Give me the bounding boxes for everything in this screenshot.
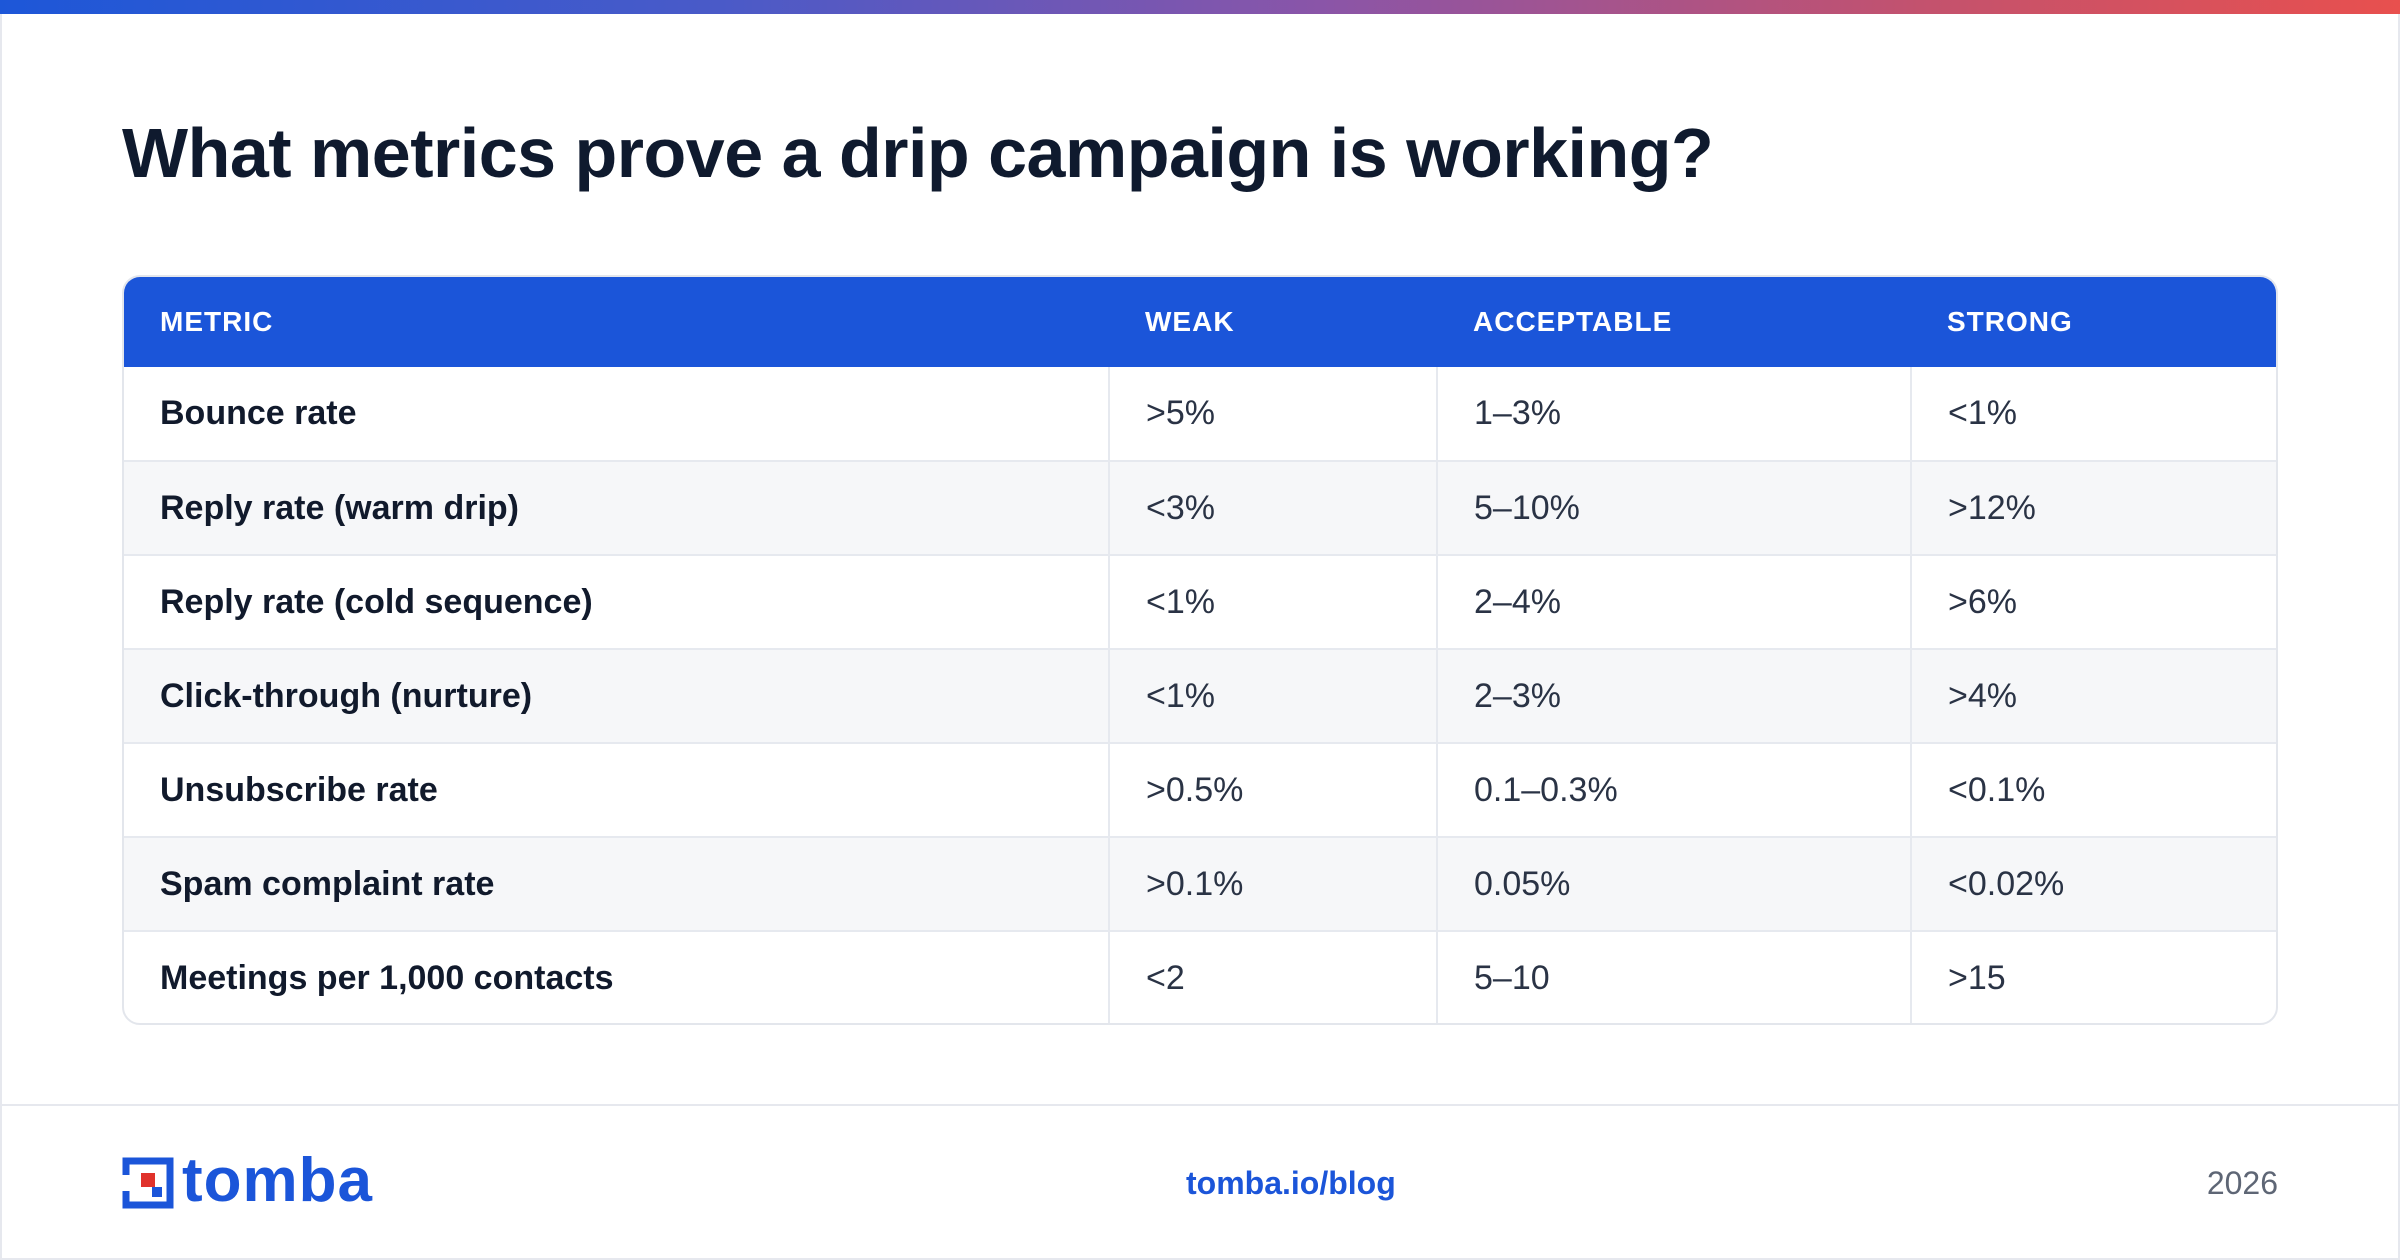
weak-cell: >0.1%	[1108, 837, 1437, 931]
acceptable-cell: 1–3%	[1436, 367, 1911, 461]
table-row: Unsubscribe rate >0.5% 0.1–0.3% <0.1%	[124, 743, 2276, 837]
tomba-logo[interactable]: tomba	[122, 1146, 373, 1215]
page-title: What metrics prove a drip campaign is wo…	[122, 114, 1714, 192]
acceptable-cell: 2–4%	[1436, 555, 1911, 649]
acceptable-cell: 2–3%	[1436, 649, 1911, 743]
metrics-table-card: METRIC WEAK ACCEPTABLE STRONG Bounce rat…	[122, 275, 2278, 1025]
metric-cell: Reply rate (cold sequence)	[160, 582, 593, 621]
table-row: Reply rate (cold sequence) <1% 2–4% >6%	[124, 555, 2276, 649]
metric-cell: Spam complaint rate	[160, 864, 495, 903]
acceptable-cell: 0.05%	[1436, 837, 1911, 931]
acceptable-cell: 5–10	[1436, 931, 1911, 1023]
strong-cell: >6%	[1910, 555, 2276, 649]
column-header-strong: STRONG	[1947, 306, 2073, 337]
top-gradient-bar	[0, 0, 2400, 14]
table-row: Bounce rate >5% 1–3% <1%	[124, 367, 2276, 461]
weak-cell: <1%	[1108, 649, 1437, 743]
weak-cell: <3%	[1108, 461, 1437, 555]
strong-cell: >15	[1910, 931, 2276, 1023]
weak-cell: >0.5%	[1108, 743, 1437, 837]
weak-cell: >5%	[1108, 367, 1437, 461]
metric-cell: Unsubscribe rate	[160, 770, 438, 809]
table-row: Spam complaint rate >0.1% 0.05% <0.02%	[124, 837, 2276, 931]
strong-cell: >4%	[1910, 649, 2276, 743]
metric-cell: Reply rate (warm drip)	[160, 488, 519, 527]
table-row: Meetings per 1,000 contacts <2 5–10 >15	[124, 931, 2276, 1023]
metric-cell: Meetings per 1,000 contacts	[160, 959, 614, 997]
column-header-acceptable: ACCEPTABLE	[1473, 306, 1673, 337]
column-header-weak: WEAK	[1145, 306, 1235, 337]
weak-cell: <2	[1108, 931, 1437, 1023]
column-header-metric: METRIC	[160, 306, 274, 337]
metric-cell: Click-through (nurture)	[160, 676, 533, 715]
acceptable-cell: 0.1–0.3%	[1436, 743, 1911, 837]
weak-cell: <1%	[1108, 555, 1437, 649]
strong-cell: <0.02%	[1910, 837, 2276, 931]
acceptable-cell: 5–10%	[1436, 461, 1911, 555]
strong-cell: <0.1%	[1910, 743, 2276, 837]
footer-year: 2026	[2206, 1165, 2278, 1201]
table-row: Click-through (nurture) <1% 2–3% >4%	[124, 649, 2276, 743]
footer-divider	[0, 1104, 2400, 1106]
metric-cell: Bounce rate	[160, 394, 357, 432]
metrics-table: METRIC WEAK ACCEPTABLE STRONG Bounce rat…	[124, 277, 2276, 1023]
tomba-logo-mark-icon	[122, 1157, 174, 1209]
logo-wordmark: tomba	[182, 1146, 373, 1215]
table-row: Reply rate (warm drip) <3% 5–10% >12%	[124, 461, 2276, 555]
blog-link[interactable]: tomba.io/blog	[1186, 1165, 1396, 1201]
strong-cell: >12%	[1910, 461, 2276, 555]
strong-cell: <1%	[1910, 367, 2276, 461]
table-header-row: METRIC WEAK ACCEPTABLE STRONG	[124, 277, 2276, 367]
